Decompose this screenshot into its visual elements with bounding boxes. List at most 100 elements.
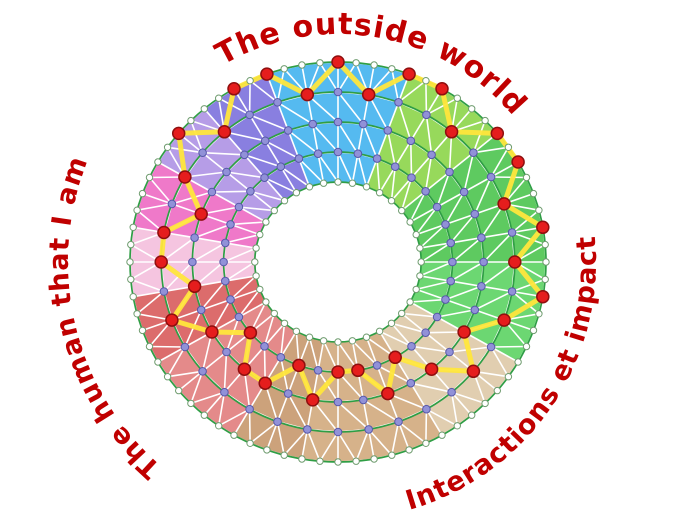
outer-node — [187, 116, 195, 125]
outer-node — [133, 310, 141, 318]
mesh-edge — [276, 68, 286, 104]
mesh-edge — [444, 285, 483, 301]
mesh-edge — [287, 129, 319, 155]
inner-node — [262, 298, 270, 306]
outer-node — [215, 422, 223, 430]
outer-node — [246, 77, 254, 85]
outer-node — [504, 373, 513, 381]
inner-node — [251, 258, 259, 266]
mesh-node — [333, 87, 343, 97]
outer-node — [175, 386, 183, 395]
inner-node — [334, 338, 342, 346]
nodes-layer — [126, 55, 550, 466]
mesh-node — [445, 347, 454, 357]
mesh-edge — [264, 140, 300, 160]
mesh-edge — [238, 288, 261, 318]
mesh-edge — [425, 79, 428, 116]
green-ring — [253, 181, 423, 343]
inner-node — [412, 230, 420, 239]
mesh-edge — [365, 336, 378, 367]
mesh-edge — [436, 171, 451, 208]
mesh-node — [447, 387, 456, 397]
mesh-edge — [351, 339, 378, 367]
mesh-edge — [425, 408, 459, 427]
mesh-edge — [217, 97, 251, 116]
mesh-edge — [425, 114, 433, 156]
mesh-edge — [229, 275, 257, 301]
mesh-edge — [378, 165, 397, 194]
mesh-edge — [130, 278, 165, 293]
outer-node — [133, 206, 141, 214]
outer-node — [129, 223, 137, 232]
mesh-edge — [409, 114, 428, 142]
mesh-edge — [367, 428, 375, 460]
mesh-node — [234, 312, 244, 322]
mesh-edge — [409, 382, 428, 411]
mesh-node — [273, 417, 282, 427]
mesh-edge — [424, 154, 433, 193]
mesh-edge — [263, 176, 298, 194]
mesh-edge — [190, 370, 204, 405]
mesh-node — [446, 276, 456, 286]
mesh-edge — [233, 408, 251, 437]
mesh-node — [226, 220, 235, 229]
mesh-edge — [420, 242, 452, 263]
outer-node — [127, 240, 135, 249]
mesh-edge — [279, 165, 298, 194]
red-node — [466, 364, 481, 379]
outer-node — [541, 240, 549, 249]
mesh-edge — [223, 351, 228, 394]
inner-node — [270, 206, 278, 215]
mesh-edge — [248, 79, 251, 116]
mesh-edge — [415, 206, 438, 236]
inner-node — [362, 183, 371, 191]
mesh-edge — [317, 152, 325, 184]
inner-node — [280, 197, 289, 205]
outer-node — [334, 458, 342, 466]
mesh-edge — [419, 275, 452, 282]
red-node — [457, 325, 471, 339]
mesh-edge — [480, 203, 505, 239]
mesh-edge — [376, 129, 389, 160]
mesh-edge — [249, 190, 276, 212]
mesh-node — [222, 167, 231, 177]
mesh-node — [167, 199, 177, 209]
mesh-node — [477, 282, 486, 291]
mesh-edge — [378, 330, 413, 348]
outer-node — [405, 446, 413, 454]
mesh-node — [219, 257, 228, 267]
mesh-edge — [386, 101, 400, 132]
inner-node — [362, 333, 371, 341]
mesh-edge — [449, 261, 485, 282]
mesh-node — [220, 387, 229, 397]
mesh-node — [407, 342, 416, 351]
outer-node — [316, 457, 324, 465]
mesh-edge — [490, 176, 528, 179]
mesh-edge — [222, 247, 257, 263]
outer-node — [215, 94, 223, 102]
mesh-node — [470, 209, 480, 219]
mesh-node — [283, 126, 293, 135]
mesh-edge — [249, 190, 286, 202]
mesh-edge — [337, 61, 357, 93]
mesh-edge — [201, 151, 246, 156]
mesh-node — [406, 136, 416, 146]
mesh-edge — [141, 192, 173, 205]
mesh-edge — [311, 123, 339, 153]
mesh-edge — [276, 101, 314, 125]
mesh-edge — [301, 428, 309, 460]
mesh-edge — [224, 261, 256, 282]
mesh-edge — [365, 157, 378, 188]
mesh-edge — [394, 140, 412, 168]
mesh-node — [353, 149, 363, 158]
mesh-edge — [224, 242, 257, 249]
inner-node — [256, 285, 264, 294]
inner-node — [270, 309, 278, 318]
mesh-edge — [249, 420, 279, 445]
outer-node — [481, 399, 489, 408]
mesh-node — [308, 119, 318, 129]
mesh-node — [276, 162, 286, 171]
red-node — [497, 197, 511, 211]
